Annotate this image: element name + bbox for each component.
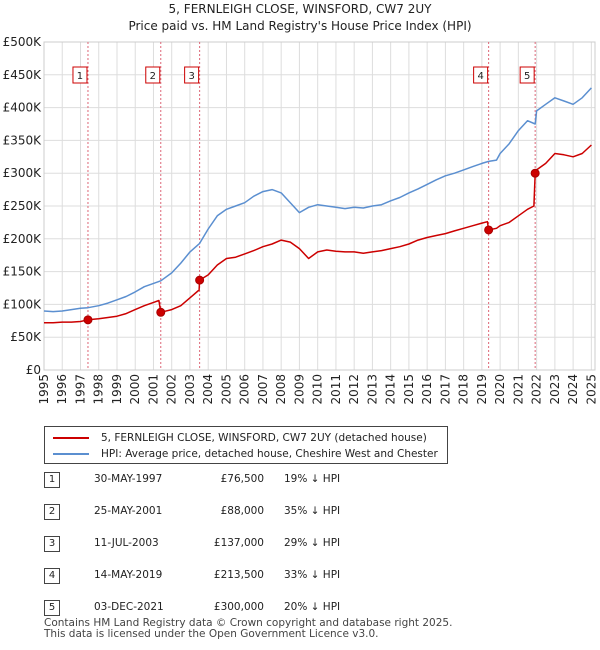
table-row: 3 11-JUL-2003 £137,000 29% ↓ HPI [44, 536, 404, 552]
x-tick-label: 1997 [73, 374, 87, 405]
footer-attribution: Contains HM Land Registry data © Crown c… [44, 618, 452, 640]
sale-marker-label: 3 [188, 71, 194, 82]
x-tick-label: 2019 [475, 374, 489, 405]
sale-date: 03-DEC-2021 [94, 601, 164, 613]
legend-swatch-property [53, 437, 89, 439]
sale-number-badge: 5 [44, 600, 60, 616]
sale-marker-box [473, 66, 489, 84]
sale-date: 11-JUL-2003 [94, 537, 159, 549]
table-row: 5 03-DEC-2021 £300,000 20% ↓ HPI [44, 600, 404, 616]
price-chart: £0 £50K £100K £150K £200K £250K £300K £350K £400… [3, 35, 599, 405]
chart-subtitle: Price paid vs. HM Land Registry's House … [128, 19, 472, 33]
sale-hpi-diff: 33% ↓ HPI [284, 569, 341, 581]
sale-marker-box [72, 66, 88, 84]
y-tick-label: £150K [3, 265, 43, 279]
x-tick-label: 2010 [311, 374, 325, 405]
sale-point [530, 168, 540, 178]
sale-hpi-diff: 29% ↓ HPI [284, 537, 341, 549]
x-tick-label: 1998 [92, 374, 106, 405]
sale-point [195, 275, 205, 285]
legend-entry-hpi: HPI: Average price, detached house, Ches… [53, 446, 438, 462]
footer-line: Contains HM Land Registry data © Crown c… [44, 617, 453, 629]
y-tick-label: £50K [10, 330, 42, 344]
x-tick-label: 2007 [256, 374, 270, 405]
sale-date: 14-MAY-2019 [94, 569, 163, 581]
x-tick-label: 2004 [201, 374, 215, 405]
footer-line: This data is licensed under the Open Gov… [44, 628, 379, 640]
table-row: 2 25-MAY-2001 £88,000 35% ↓ HPI [44, 504, 404, 520]
sale-hpi-diff: 19% ↓ HPI [284, 473, 341, 485]
x-tick-label: 2018 [457, 374, 471, 405]
y-tick-label: £400K [3, 101, 43, 115]
x-tick-label: 2020 [493, 374, 507, 405]
x-tick-label: 2021 [511, 374, 525, 405]
y-tick-label: £100K [3, 297, 43, 311]
x-tick-label: 2002 [165, 374, 179, 405]
plot-frame [43, 41, 596, 371]
sale-point [156, 307, 166, 317]
x-tick-label: 2017 [438, 374, 452, 405]
legend-swatch-hpi [53, 453, 89, 455]
x-tick-label: 1996 [55, 374, 69, 405]
legend-label-hpi: HPI: Average price, detached house, Ches… [101, 448, 438, 460]
x-tick-label: 2006 [238, 374, 252, 405]
x-tick-label: 2012 [347, 374, 361, 405]
chart-title: 5, FERNLEIGH CLOSE, WINSFORD, CW7 2UY [168, 2, 432, 16]
x-tick-label: 2003 [183, 374, 197, 405]
legend-entry-property: 5, FERNLEIGH CLOSE, WINSFORD, CW7 2UY (d… [53, 430, 427, 446]
y-tick-label: £200K [3, 232, 43, 246]
x-tick-label: 2005 [219, 374, 233, 405]
sale-number-badge: 4 [44, 568, 60, 584]
x-tick-label: 2001 [146, 374, 160, 405]
table-row: 1 30-MAY-1997 £76,500 19% ↓ HPI [44, 472, 404, 488]
x-tick-label: 2000 [128, 374, 142, 405]
sale-date: 30-MAY-1997 [94, 473, 163, 485]
x-tick-label: 2011 [329, 374, 343, 405]
x-tick-label: 2022 [530, 374, 544, 405]
sale-price: £88,000 [220, 505, 264, 517]
x-tick-label: 2009 [292, 374, 306, 405]
sale-marker-label: 4 [477, 71, 483, 82]
sale-marker-label: 2 [150, 71, 156, 82]
y-tick-label: £300K [3, 166, 43, 180]
hpi-line [43, 87, 592, 313]
sale-price: £300,000 [213, 601, 264, 613]
sale-marker-box [145, 66, 161, 84]
sale-marker-box [519, 66, 535, 84]
y-tick-label: £250K [3, 199, 43, 213]
sale-price: £76,500 [220, 473, 264, 485]
sale-date: 25-MAY-2001 [94, 505, 163, 517]
sale-marker-box [184, 66, 200, 84]
x-tick-label: 2024 [566, 374, 580, 405]
sale-marker-label: 1 [77, 71, 83, 82]
y-tick-label: £350K [3, 133, 43, 147]
sale-point [83, 315, 93, 325]
legend-label-property: 5, FERNLEIGH CLOSE, WINSFORD, CW7 2UY (d… [101, 432, 427, 444]
sale-price: £137,000 [213, 537, 264, 549]
x-tick-label: 1995 [37, 374, 51, 405]
chart-legend: 5, FERNLEIGH CLOSE, WINSFORD, CW7 2UY (d… [44, 426, 448, 464]
y-tick-label: £450K [3, 68, 43, 82]
x-tick-label: 2025 [584, 374, 598, 405]
sale-price: £213,500 [213, 569, 264, 581]
sale-marker-label: 5 [524, 71, 530, 82]
x-tick-label: 1999 [110, 374, 124, 405]
sale-number-badge: 1 [44, 472, 60, 488]
sale-number-badge: 2 [44, 504, 60, 520]
x-tick-label: 2013 [365, 374, 379, 405]
sale-hpi-diff: 20% ↓ HPI [284, 601, 341, 613]
sale-hpi-diff: 35% ↓ HPI [284, 505, 341, 517]
x-tick-label: 2016 [420, 374, 434, 405]
sale-number-badge: 3 [44, 536, 60, 552]
x-tick-label: 2023 [548, 374, 562, 405]
table-row: 4 14-MAY-2019 £213,500 33% ↓ HPI [44, 568, 404, 584]
sale-point [484, 225, 494, 235]
x-tick-label: 2014 [384, 374, 398, 405]
x-tick-label: 2008 [274, 374, 288, 405]
y-tick-label: £500K [3, 35, 43, 49]
property-price-line [44, 144, 592, 324]
y-tick-label: £0 [26, 363, 41, 377]
x-tick-label: 2015 [402, 374, 416, 405]
